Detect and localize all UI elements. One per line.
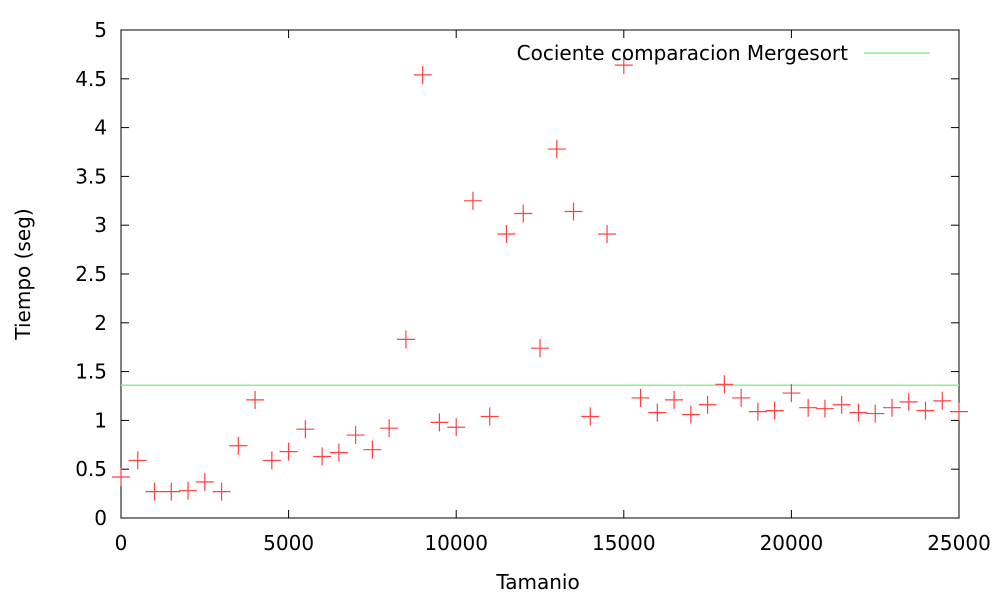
- y-tick-label: 0: [94, 506, 107, 530]
- y-tick-label: 3: [94, 213, 107, 237]
- data-point: [765, 401, 784, 420]
- data-point: [950, 402, 968, 421]
- data-point: [396, 330, 415, 349]
- data-point: [547, 140, 566, 159]
- data-point: [447, 418, 466, 437]
- data-point: [313, 447, 332, 466]
- data-point: [832, 395, 851, 414]
- y-tick-label: 3.5: [75, 164, 107, 188]
- data-point: [681, 405, 700, 424]
- y-tick-label: 4: [94, 116, 107, 140]
- x-axis: 0 5000 10000 15000 20000 25000: [115, 30, 991, 555]
- x-tick-label: 25000: [927, 531, 991, 555]
- data-point: [514, 204, 533, 223]
- data-point: [564, 202, 583, 221]
- y-tick-label: 0.5: [75, 457, 107, 481]
- data-point: [346, 426, 365, 445]
- data-point: [631, 388, 650, 407]
- legend: Cociente comparacion Mergesort: [517, 41, 930, 65]
- data-point: [329, 443, 348, 462]
- data-point: [916, 401, 935, 420]
- data-point: [748, 402, 767, 421]
- data-point: [179, 481, 198, 500]
- data-point: [480, 407, 499, 426]
- y-axis-title: Tiempo (seg): [11, 208, 35, 340]
- x-tick-label: 20000: [760, 531, 824, 555]
- plot-frame: [120, 29, 960, 519]
- data-point: [413, 65, 432, 84]
- x-tick-label: 10000: [424, 531, 488, 555]
- legend-label: Cociente comparacion Mergesort: [517, 41, 849, 65]
- data-point: [162, 482, 181, 501]
- y-tick-label: 2.5: [75, 262, 107, 286]
- y-tick-label: 5: [94, 18, 107, 42]
- data-point: [648, 403, 667, 422]
- data-point: [581, 407, 600, 426]
- y-axis: 0 0.5 1 1.5 2 2.5 3 3.5 4 4.5 5: [75, 18, 959, 530]
- data-point: [497, 224, 516, 243]
- data-point: [430, 413, 449, 432]
- data-point: [614, 56, 633, 75]
- data-point: [229, 436, 248, 455]
- data-point: [698, 395, 717, 414]
- data-point: [799, 398, 818, 417]
- data-point: [279, 442, 298, 461]
- data-point: [598, 224, 617, 243]
- data-point: [380, 419, 399, 438]
- data-point: [933, 391, 952, 410]
- data-point: [363, 440, 382, 459]
- data-point: [849, 403, 868, 422]
- data-point: [246, 390, 265, 409]
- data-point: [531, 339, 549, 358]
- data-point: [715, 375, 734, 394]
- data-point: [463, 191, 482, 210]
- data-point: [732, 388, 751, 407]
- data-point: [195, 472, 214, 491]
- data-point: [665, 390, 684, 409]
- x-tick-label: 5000: [263, 531, 314, 555]
- y-tick-label: 1.5: [75, 360, 107, 384]
- data-point: [262, 451, 281, 470]
- data-point: [212, 482, 231, 501]
- data-point: [815, 399, 834, 418]
- data-point: [782, 384, 801, 403]
- y-tick-label: 4.5: [75, 67, 107, 91]
- data-point: [882, 398, 901, 417]
- x-tick-label: 15000: [592, 531, 656, 555]
- y-tick-label: 2: [94, 311, 107, 335]
- x-tick-label: 0: [115, 531, 128, 555]
- data-point: [296, 420, 315, 439]
- data-point: [112, 468, 130, 487]
- data-point: [866, 404, 885, 423]
- data-point: [145, 482, 164, 501]
- data-point: [899, 392, 918, 411]
- x-axis-title: Tamanio: [495, 570, 579, 594]
- y-tick-label: 1: [94, 408, 107, 432]
- data-point: [128, 451, 147, 470]
- data-points: [112, 56, 968, 501]
